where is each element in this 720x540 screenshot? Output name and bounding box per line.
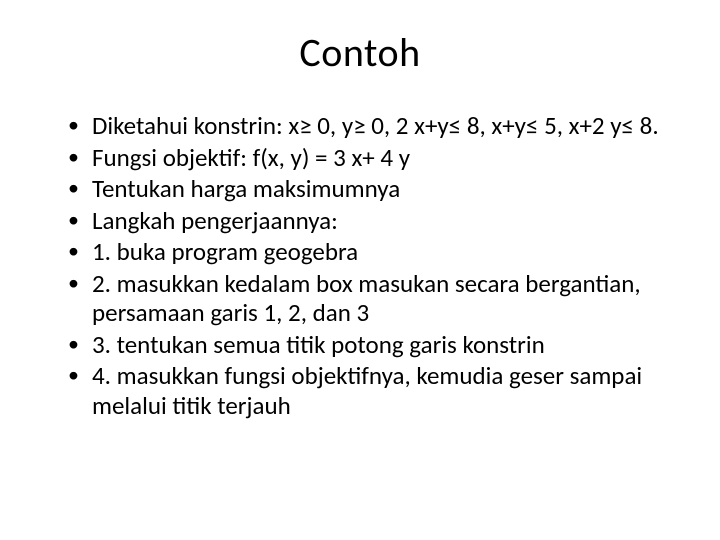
list-item: Langkah pengerjaannya: <box>68 206 670 236</box>
list-item: 3. tentukan semua titik potong garis kon… <box>68 330 670 360</box>
list-item: 4. masukkan fungsi objektifnya, kemudia … <box>68 361 670 420</box>
bullet-list: Diketahui konstrin: x≥ 0, y≥ 0, 2 x+y≤ 8… <box>40 111 680 420</box>
list-item: Tentukan harga maksimumnya <box>68 174 670 204</box>
list-item: Diketahui konstrin: x≥ 0, y≥ 0, 2 x+y≤ 8… <box>68 111 670 141</box>
slide: Contoh Diketahui konstrin: x≥ 0, y≥ 0, 2… <box>0 0 720 540</box>
list-item: Fungsi objektif: f(x, y) = 3 x+ 4 y <box>68 143 670 173</box>
slide-title: Contoh <box>40 28 680 77</box>
list-item: 1. buka program geogebra <box>68 237 670 267</box>
list-item: 2. masukkan kedalam box masukan secara b… <box>68 269 670 328</box>
